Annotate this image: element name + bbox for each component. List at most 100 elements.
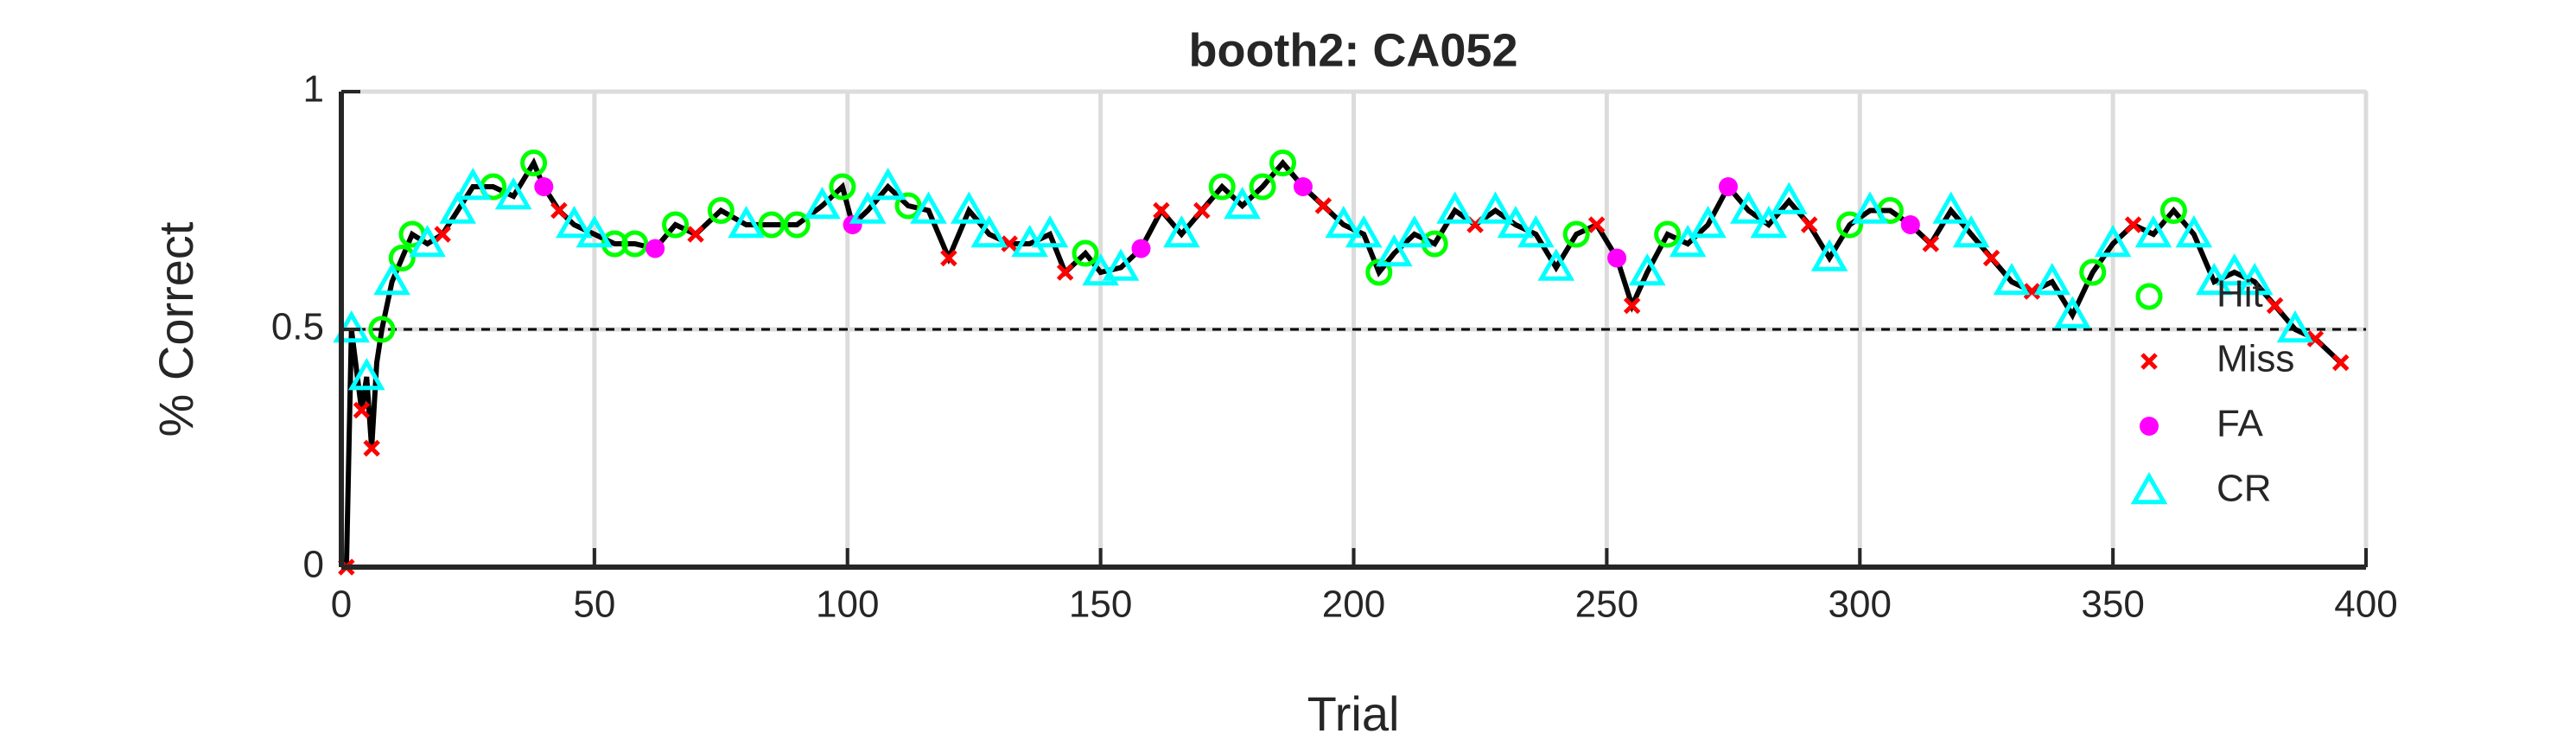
hit-marker xyxy=(1072,239,1099,267)
hit-marker xyxy=(1269,150,1296,176)
cr-marker xyxy=(1952,214,1990,248)
axes: 0 50 100 150 200 250 300 350 400 0 0.5 1 xyxy=(271,68,2398,626)
cr-marker xyxy=(2276,309,2314,343)
cr-marker xyxy=(804,186,841,220)
cr-marker xyxy=(1436,191,1473,224)
hit-marker xyxy=(829,173,856,201)
cr-marker xyxy=(439,191,477,224)
cr-marker xyxy=(1396,214,1434,248)
cr-marker xyxy=(1932,191,1969,224)
cr-marker xyxy=(1993,262,2031,296)
hit-marker xyxy=(388,245,416,271)
cr-marker xyxy=(373,262,410,296)
miss-marker xyxy=(2023,283,2041,300)
cr-marker xyxy=(1163,214,1200,248)
y-axis-label: % Correct xyxy=(149,221,203,437)
cr-marker xyxy=(1031,214,1069,248)
cr-marker xyxy=(556,205,593,239)
cr-marker xyxy=(409,224,446,258)
cr-marker xyxy=(2033,262,2071,296)
fa-marker xyxy=(534,177,554,196)
cr-marker xyxy=(1497,205,1535,239)
x-axis-label: Trial xyxy=(1307,686,1400,740)
legend-label: FA xyxy=(2217,403,2263,445)
cr-marker xyxy=(728,205,765,239)
cr-marker xyxy=(1750,205,1788,239)
cr-marker xyxy=(1224,186,1261,220)
miss-marker xyxy=(353,401,371,419)
cr-marker xyxy=(1628,252,1666,286)
cr-marker xyxy=(849,191,887,224)
cr-marker xyxy=(454,167,492,201)
x-tick-label: 200 xyxy=(1322,584,1385,626)
x-tick-label: 100 xyxy=(816,584,879,626)
cr-marker xyxy=(1517,214,1555,248)
hit-marker xyxy=(520,150,548,176)
x-tick-label: 150 xyxy=(1069,584,1132,626)
cr-marker xyxy=(970,214,1008,248)
plot-area xyxy=(333,150,2366,576)
fa-marker xyxy=(1718,177,1738,196)
cr-marker xyxy=(2236,262,2274,296)
miss-marker xyxy=(550,201,568,220)
cr-marker xyxy=(869,167,906,201)
hit-marker xyxy=(758,211,786,239)
cr-marker xyxy=(333,309,371,343)
hit-marker xyxy=(1249,173,1276,201)
miss-marker xyxy=(1623,297,1641,315)
miss-marker xyxy=(1800,216,1818,233)
miss-marker xyxy=(1001,235,1018,252)
hit-marker xyxy=(1562,220,1590,248)
miss-marker xyxy=(2124,216,2142,233)
cr-marker xyxy=(2175,214,2213,248)
hit-marker xyxy=(662,211,690,239)
legend-marker xyxy=(2130,471,2168,505)
cr-marker xyxy=(1477,191,1514,224)
miss-marker xyxy=(1193,201,1211,220)
miss-marker xyxy=(1587,216,1606,233)
cr-marker xyxy=(1325,205,1363,239)
cr-marker xyxy=(1810,239,1848,271)
miss-marker xyxy=(687,226,704,243)
cr-marker xyxy=(910,191,947,224)
cr-marker xyxy=(1376,233,1413,267)
miss-marker xyxy=(1056,264,1074,281)
cr-marker xyxy=(2216,252,2254,286)
cr-marker xyxy=(2053,296,2091,329)
legend-label: Hit xyxy=(2217,273,2263,316)
y-tick-label: 0.5 xyxy=(271,306,324,348)
hit-marker xyxy=(783,211,811,239)
cr-marker xyxy=(1537,248,1575,281)
miss-marker xyxy=(1153,201,1170,220)
cr-marker xyxy=(2094,224,2132,258)
cr-marker xyxy=(1770,182,1808,214)
fa-marker xyxy=(1900,215,1920,234)
cr-marker xyxy=(576,214,614,248)
chart-title: booth2: CA052 xyxy=(1188,24,1517,76)
cr-marker xyxy=(1669,224,1707,258)
legend-marker xyxy=(2140,353,2158,370)
hit-marker xyxy=(2159,197,2187,224)
legend-label: CR xyxy=(2217,468,2272,510)
miss-marker xyxy=(940,249,957,267)
cr-marker xyxy=(1689,205,1727,239)
cr-marker xyxy=(2134,214,2172,248)
miss-marker xyxy=(1982,249,2000,267)
hit-marker xyxy=(1654,220,1682,248)
hit-marker xyxy=(368,316,396,343)
hit-marker xyxy=(707,197,735,224)
cr-marker xyxy=(1102,248,1140,281)
x-tick-label: 50 xyxy=(573,584,615,626)
miss-marker xyxy=(2266,297,2284,315)
cr-marker xyxy=(494,176,532,210)
x-tick-label: 350 xyxy=(2081,584,2144,626)
cr-marker xyxy=(951,191,988,224)
legend-marker xyxy=(2135,283,2163,310)
hit-marker xyxy=(1836,211,1864,239)
miss-marker xyxy=(1314,197,1333,214)
cr-marker xyxy=(347,357,385,391)
miss-marker xyxy=(2331,354,2350,372)
cr-marker xyxy=(1730,191,1767,224)
